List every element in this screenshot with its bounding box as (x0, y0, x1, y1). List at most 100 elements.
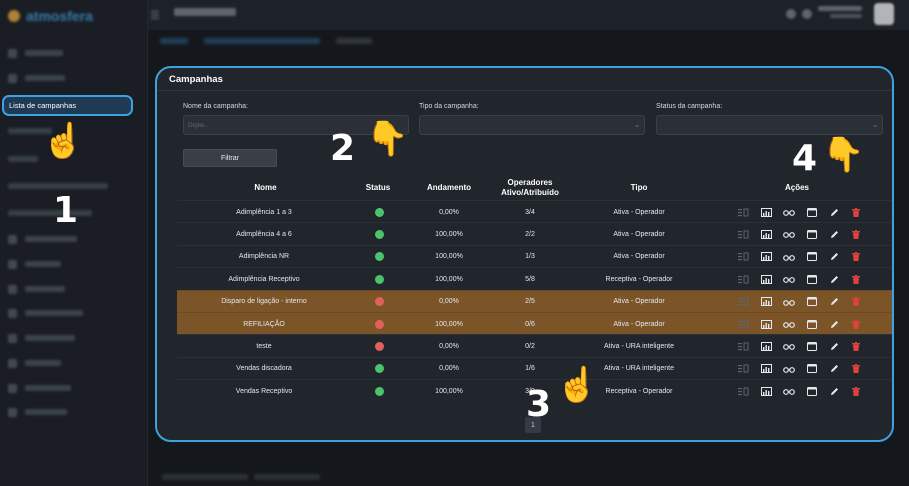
menu-icon (8, 73, 17, 83)
delete-trash-icon[interactable] (849, 201, 863, 223)
edit-pencil-icon[interactable] (827, 291, 841, 313)
sidebar-subitem[interactable] (8, 210, 92, 216)
delete-trash-icon[interactable] (849, 291, 863, 313)
monitor-glasses-icon[interactable] (782, 291, 796, 313)
progress-cell: 100,00% (435, 320, 463, 328)
queue-icon[interactable] (736, 358, 750, 380)
queue-icon[interactable] (736, 223, 750, 245)
campaign-type-cell: Ativa - Operador (613, 298, 665, 306)
status-dot-icon (374, 207, 384, 217)
window-icon[interactable] (805, 358, 819, 380)
footer-text (162, 474, 248, 480)
sidebar-item[interactable] (8, 307, 134, 319)
delete-trash-icon[interactable] (849, 246, 863, 268)
menu-icon (8, 407, 17, 417)
monitor-glasses-icon[interactable] (782, 335, 796, 357)
sidebar-item[interactable] (8, 233, 134, 245)
queue-icon[interactable] (736, 291, 750, 313)
report-chart-icon[interactable] (759, 291, 773, 313)
menu-toggle-icon[interactable]: ☰ (150, 10, 160, 22)
sidebar-subitem[interactable] (8, 183, 108, 189)
report-chart-icon[interactable] (759, 223, 773, 245)
chevron-down-icon: ⌄ (872, 122, 878, 129)
queue-icon[interactable] (736, 380, 750, 402)
sidebar-item-lista-de-campanhas[interactable]: Lista de campanhas (2, 95, 133, 116)
card-title: Campanhas (169, 74, 223, 85)
campaign-type-select[interactable]: ⌄ (419, 115, 645, 135)
annotation-number: 2 (330, 128, 356, 169)
breadcrumb-item[interactable] (204, 38, 320, 44)
edit-pencil-icon[interactable] (827, 201, 841, 223)
sidebar-item[interactable] (8, 382, 134, 394)
window-icon[interactable] (805, 313, 819, 335)
delete-trash-icon[interactable] (849, 335, 863, 357)
monitor-glasses-icon[interactable] (782, 201, 796, 223)
window-icon[interactable] (805, 335, 819, 357)
table-row: Adimplência 4 a 6 100,00% 2/2 Ativa - Opera… (177, 222, 892, 245)
monitor-glasses-icon[interactable] (782, 223, 796, 245)
sidebar: atmosfera Lista de campanhas (0, 0, 148, 486)
report-chart-icon[interactable] (759, 380, 773, 402)
delete-trash-icon[interactable] (849, 358, 863, 380)
sidebar-item[interactable] (8, 258, 134, 270)
operators-cell: 3/9 (525, 387, 535, 395)
campaign-type-cell: Ativa - Operador (613, 320, 665, 328)
sidebar-item[interactable] (8, 283, 134, 295)
window-icon[interactable] (805, 246, 819, 268)
monitor-glasses-icon[interactable] (782, 313, 796, 335)
campaign-name-input[interactable]: Digite... (183, 115, 409, 135)
edit-pencil-icon[interactable] (827, 246, 841, 268)
brand-name: atmosfera (26, 8, 93, 24)
campaign-type-cell: Ativa - URA inteligente (603, 342, 675, 350)
edit-pencil-icon[interactable] (827, 380, 841, 402)
help-icon[interactable] (802, 9, 812, 19)
report-chart-icon[interactable] (759, 313, 773, 335)
sidebar-subitem[interactable] (8, 156, 38, 162)
notification-icon[interactable] (786, 9, 796, 19)
window-icon[interactable] (805, 380, 819, 402)
window-icon[interactable] (805, 268, 819, 290)
delete-trash-icon[interactable] (849, 223, 863, 245)
sidebar-item[interactable] (8, 406, 134, 418)
window-icon[interactable] (805, 201, 819, 223)
status-dot-icon (374, 252, 384, 262)
pagination-page-button[interactable]: 1 (525, 417, 541, 433)
queue-icon[interactable] (736, 313, 750, 335)
breadcrumb-item[interactable] (160, 38, 188, 44)
report-chart-icon[interactable] (759, 201, 773, 223)
monitor-glasses-icon[interactable] (782, 358, 796, 380)
window-icon[interactable] (805, 291, 819, 313)
brand[interactable]: atmosfera (8, 8, 93, 24)
delete-trash-icon[interactable] (849, 380, 863, 402)
sidebar-item[interactable] (8, 72, 134, 84)
sidebar-item[interactable] (8, 332, 134, 344)
queue-icon[interactable] (736, 268, 750, 290)
queue-icon[interactable] (736, 246, 750, 268)
queue-icon[interactable] (736, 335, 750, 357)
queue-icon[interactable] (736, 201, 750, 223)
report-chart-icon[interactable] (759, 335, 773, 357)
filter-button[interactable]: Filtrar (183, 149, 277, 167)
edit-pencil-icon[interactable] (827, 358, 841, 380)
edit-pencil-icon[interactable] (827, 268, 841, 290)
status-cell (349, 380, 409, 402)
edit-pencil-icon[interactable] (827, 313, 841, 335)
report-chart-icon[interactable] (759, 246, 773, 268)
menu-icon (8, 234, 17, 244)
edit-pencil-icon[interactable] (827, 223, 841, 245)
monitor-glasses-icon[interactable] (782, 380, 796, 402)
edit-pencil-icon[interactable] (827, 335, 841, 357)
monitor-glasses-icon[interactable] (782, 246, 796, 268)
delete-trash-icon[interactable] (849, 313, 863, 335)
status-dot-icon (374, 341, 384, 351)
avatar[interactable] (874, 3, 894, 25)
monitor-glasses-icon[interactable] (782, 268, 796, 290)
sidebar-item[interactable] (8, 47, 134, 59)
window-icon[interactable] (805, 223, 819, 245)
sidebar-item[interactable] (8, 357, 134, 369)
delete-trash-icon[interactable] (849, 268, 863, 290)
sidebar-subitem[interactable] (8, 128, 52, 134)
campaign-status-select[interactable]: ⌄ (656, 115, 883, 135)
report-chart-icon[interactable] (759, 268, 773, 290)
report-chart-icon[interactable] (759, 358, 773, 380)
